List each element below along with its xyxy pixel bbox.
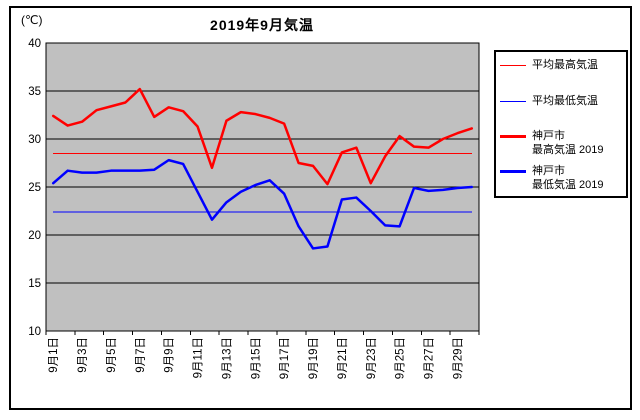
x-tick-label: 9月27日 xyxy=(423,337,435,379)
x-tick-label: 9月25日 xyxy=(395,337,407,379)
legend-item-label: 平均最低気温 xyxy=(532,95,598,107)
legend-line-swatch xyxy=(500,135,526,138)
x-tick-label: 9月29日 xyxy=(452,337,464,379)
legend-item: 平均最低気温 xyxy=(500,94,624,108)
series-line-神戸市 最低気温 2019 xyxy=(51,158,474,250)
x-tick-label: 9月19日 xyxy=(308,337,320,379)
legend-item: 神戸市 最高気温 2019 xyxy=(500,129,624,157)
x-tick-label: 9月1日 xyxy=(48,337,60,373)
legend-item-label: 神戸市 最高気温 2019 xyxy=(532,130,604,156)
y-tick-label: 30 xyxy=(28,134,41,146)
x-tick-label: 9月5日 xyxy=(106,337,118,373)
y-tick-label: 25 xyxy=(28,182,41,194)
legend-line-swatch xyxy=(500,170,526,173)
x-tick-label: 9月13日 xyxy=(221,337,233,379)
legend-item-label: 平均最高気温 xyxy=(532,59,598,71)
y-tick-label: 10 xyxy=(28,326,41,338)
y-tick-label: 35 xyxy=(28,86,41,98)
x-tick-label: 9月17日 xyxy=(279,337,291,379)
x-tick-label: 9月23日 xyxy=(366,337,378,379)
chart-title: 2019年9月気温 xyxy=(210,17,314,33)
legend-item: 平均最高気温 xyxy=(500,58,624,72)
x-tick-label: 9月15日 xyxy=(250,337,262,379)
y-tick-label: 15 xyxy=(28,278,41,290)
legend-item: 神戸市 最低気温 2019 xyxy=(500,164,624,192)
legend: 平均最高気温 平均最低気温神戸市 最高気温 2019 神戸市 最低気温 2019 xyxy=(494,50,628,198)
x-tick-label: 9月21日 xyxy=(337,337,349,379)
legend-line-swatch xyxy=(500,64,526,66)
series-line-神戸市 最高気温 2019 xyxy=(51,87,474,186)
y-axis-unit-label: (℃) xyxy=(21,13,43,27)
plot-border xyxy=(45,42,480,332)
x-tick-label: 9月3日 xyxy=(77,337,89,373)
legend-item-label: 神戸市 最低気温 2019 xyxy=(532,165,604,191)
x-tick-label: 9月9日 xyxy=(164,337,176,373)
y-tick-label: 20 xyxy=(28,230,41,242)
y-tick-label: 40 xyxy=(28,38,41,50)
x-tick-label: 9月11日 xyxy=(193,337,205,378)
x-tick-label: 9月7日 xyxy=(135,337,147,373)
legend-line-swatch xyxy=(500,100,526,102)
